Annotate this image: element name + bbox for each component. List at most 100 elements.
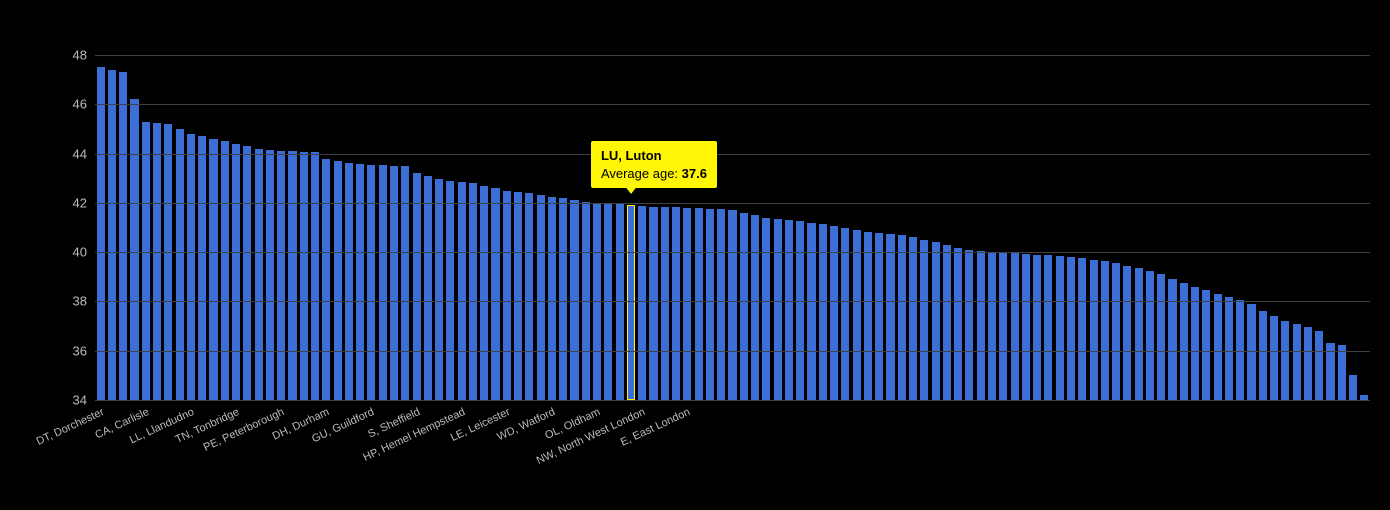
- bar[interactable]: [875, 233, 883, 400]
- bar[interactable]: [1078, 258, 1086, 400]
- bar[interactable]: [965, 250, 973, 400]
- bar[interactable]: [627, 205, 635, 400]
- bar[interactable]: [1315, 331, 1323, 400]
- bar[interactable]: [446, 181, 454, 400]
- bar[interactable]: [153, 123, 161, 400]
- bar[interactable]: [661, 207, 669, 400]
- bar[interactable]: [1033, 255, 1041, 400]
- bar[interactable]: [740, 213, 748, 400]
- bar[interactable]: [1056, 256, 1064, 400]
- bar[interactable]: [909, 237, 917, 400]
- bar[interactable]: [288, 151, 296, 400]
- bar[interactable]: [570, 200, 578, 400]
- bar[interactable]: [1349, 375, 1357, 400]
- bar[interactable]: [221, 141, 229, 400]
- bar[interactable]: [424, 176, 432, 400]
- bar[interactable]: [334, 161, 342, 400]
- bar[interactable]: [142, 122, 150, 400]
- bar[interactable]: [954, 248, 962, 400]
- bar[interactable]: [796, 221, 804, 400]
- bar[interactable]: [1123, 266, 1131, 400]
- bar[interactable]: [277, 151, 285, 400]
- bar[interactable]: [864, 232, 872, 400]
- bar[interactable]: [480, 186, 488, 400]
- bar[interactable]: [785, 220, 793, 400]
- bar[interactable]: [1214, 294, 1222, 400]
- bar[interactable]: [187, 134, 195, 400]
- bar[interactable]: [322, 159, 330, 401]
- bar[interactable]: [932, 242, 940, 400]
- bar[interactable]: [232, 144, 240, 400]
- bar[interactable]: [503, 191, 511, 400]
- bar[interactable]: [999, 253, 1007, 400]
- bar[interactable]: [1090, 260, 1098, 400]
- bar[interactable]: [819, 224, 827, 400]
- bar[interactable]: [1293, 324, 1301, 400]
- bar[interactable]: [1157, 274, 1165, 400]
- bar[interactable]: [176, 129, 184, 400]
- bar[interactable]: [717, 209, 725, 400]
- bar[interactable]: [209, 139, 217, 400]
- bar[interactable]: [1247, 304, 1255, 400]
- bar[interactable]: [706, 209, 714, 400]
- bar[interactable]: [1146, 271, 1154, 400]
- bar[interactable]: [886, 234, 894, 400]
- bar[interactable]: [1270, 316, 1278, 400]
- bar[interactable]: [458, 182, 466, 400]
- bar[interactable]: [1281, 321, 1289, 400]
- bar[interactable]: [356, 164, 364, 400]
- bar[interactable]: [537, 195, 545, 400]
- bar[interactable]: [1338, 345, 1346, 400]
- bar[interactable]: [977, 251, 985, 400]
- bar[interactable]: [1225, 297, 1233, 401]
- bar[interactable]: [345, 163, 353, 400]
- bar[interactable]: [1326, 343, 1334, 400]
- bar[interactable]: [164, 124, 172, 400]
- bar[interactable]: [683, 208, 691, 400]
- bar[interactable]: [255, 149, 263, 400]
- bar[interactable]: [1304, 327, 1312, 400]
- bar[interactable]: [774, 219, 782, 400]
- bar[interactable]: [1044, 255, 1052, 400]
- bar[interactable]: [300, 152, 308, 400]
- bar[interactable]: [130, 99, 138, 400]
- bar[interactable]: [638, 206, 646, 400]
- bar[interactable]: [943, 245, 951, 400]
- bar[interactable]: [1135, 268, 1143, 400]
- bar[interactable]: [649, 207, 657, 400]
- bar[interactable]: [1011, 253, 1019, 400]
- bar[interactable]: [525, 193, 533, 400]
- bar[interactable]: [762, 218, 770, 400]
- bar[interactable]: [841, 228, 849, 401]
- bar[interactable]: [390, 166, 398, 400]
- bar[interactable]: [379, 165, 387, 400]
- bar[interactable]: [435, 179, 443, 400]
- bar[interactable]: [1101, 261, 1109, 400]
- bar[interactable]: [311, 152, 319, 400]
- bar[interactable]: [1112, 263, 1120, 400]
- bar[interactable]: [469, 183, 477, 400]
- bar[interactable]: [1067, 257, 1075, 400]
- bar[interactable]: [266, 150, 274, 400]
- bar[interactable]: [491, 188, 499, 400]
- bar[interactable]: [728, 210, 736, 400]
- bar[interactable]: [672, 207, 680, 400]
- bar[interactable]: [401, 166, 409, 400]
- bar[interactable]: [898, 235, 906, 400]
- bar[interactable]: [548, 197, 556, 400]
- bar[interactable]: [413, 173, 421, 400]
- bar[interactable]: [243, 146, 251, 400]
- bar[interactable]: [1202, 290, 1210, 400]
- bar[interactable]: [1191, 287, 1199, 400]
- bar[interactable]: [559, 198, 567, 400]
- bar[interactable]: [695, 208, 703, 400]
- bar[interactable]: [920, 240, 928, 400]
- bar[interactable]: [367, 165, 375, 400]
- bar[interactable]: [853, 230, 861, 400]
- bar[interactable]: [807, 223, 815, 400]
- bar[interactable]: [988, 252, 996, 400]
- bar[interactable]: [1168, 279, 1176, 400]
- bar[interactable]: [198, 136, 206, 400]
- bar[interactable]: [514, 192, 522, 400]
- bar[interactable]: [1259, 311, 1267, 400]
